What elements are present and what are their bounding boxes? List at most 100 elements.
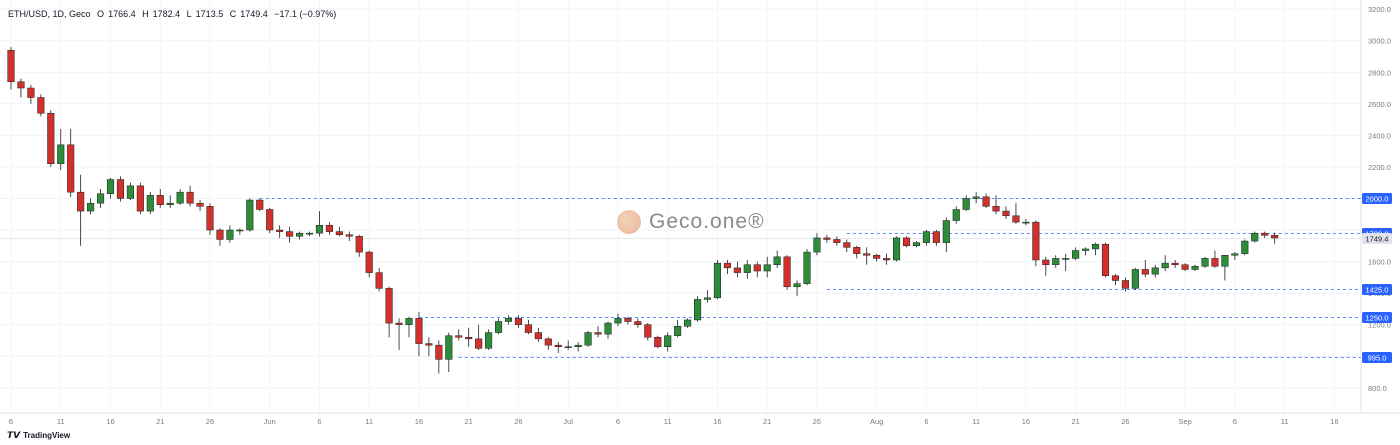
candle-body: [385, 288, 393, 324]
candle-body: [783, 256, 791, 288]
time-tick-label: 16: [1022, 417, 1030, 426]
candle-body: [97, 193, 105, 204]
candle-body: [972, 196, 980, 199]
time-tick-label: 26: [206, 417, 214, 426]
candle-body: [136, 185, 144, 212]
candle-body: [355, 236, 363, 253]
tradingview-brand[interactable]: 𝙏𝙑 TradingView: [7, 430, 70, 441]
candle-body: [1111, 275, 1120, 281]
time-tick-label: Sep: [1178, 417, 1191, 426]
symbol-label[interactable]: ETH/USD, 1D, Geco: [8, 9, 91, 19]
level-label-bg: [1362, 312, 1392, 323]
candle-body: [77, 191, 85, 212]
candle-body: [435, 344, 443, 360]
low-label: L: [186, 9, 192, 19]
candle-body: [345, 234, 353, 237]
tradingview-logo-icon: 𝙏𝙑: [7, 430, 21, 440]
candle-body: [1052, 258, 1060, 265]
time-tick-label: 26: [813, 417, 821, 426]
candle-body: [246, 199, 254, 231]
time-axis[interactable]: 6 11 16 21 26 Jun 6 11 16 21 26 Jul 6 11 16 21 26 Aug 6 11 1…: [9, 417, 1339, 426]
candle-body: [574, 344, 582, 347]
level-label: 995.0: [1368, 354, 1387, 363]
time-tick-label: 11: [972, 417, 980, 426]
candle-body: [1141, 269, 1149, 275]
candle-body: [335, 231, 343, 235]
time-tick-label: 6: [317, 417, 321, 426]
time-tick-label: Jul: [563, 417, 573, 426]
candle-body: [455, 335, 463, 338]
candle-body: [305, 232, 314, 235]
candle-body: [186, 191, 194, 204]
candle-body: [514, 318, 523, 325]
candle-body: [465, 337, 473, 340]
time-tick-label: 6: [9, 417, 13, 426]
candle-body: [475, 338, 483, 349]
level-label: 1250.0: [1366, 314, 1389, 323]
candle-body: [932, 231, 940, 243]
candle-body: [873, 254, 881, 259]
level-label: 1425.0: [1366, 286, 1389, 295]
price-tick-label: 2200.0: [1368, 163, 1391, 172]
candle-body: [1072, 250, 1080, 259]
candle-body: [614, 318, 622, 324]
change-value: −17.1 (−0.97%): [274, 9, 337, 19]
candle-body: [216, 229, 224, 240]
candle-body: [634, 321, 642, 325]
time-tick-label: 6: [616, 417, 620, 426]
candle-body: [365, 251, 373, 273]
candle-body: [106, 179, 115, 194]
candle-body: [206, 206, 214, 231]
candle-body: [176, 191, 184, 204]
geco-logo-icon: [617, 210, 641, 234]
candle-body: [664, 335, 672, 347]
candle-body: [644, 324, 652, 338]
candle-body: [594, 332, 602, 335]
candle-body: [57, 144, 65, 165]
time-tick-label: 16: [1330, 417, 1338, 426]
price-tick-label: 1200.0: [1368, 321, 1391, 330]
chart-grid: [0, 8, 1361, 389]
candle-body: [564, 346, 572, 348]
candle-body: [624, 318, 632, 322]
candle-body: [694, 299, 702, 321]
candle-body: [1231, 253, 1239, 256]
candles: [7, 47, 1279, 374]
candle-body: [405, 318, 413, 325]
candle-body: [554, 344, 562, 347]
candle-body: [803, 251, 811, 284]
candle-body: [116, 179, 125, 199]
candle-body: [654, 337, 662, 347]
candle-body: [684, 319, 692, 327]
candle-body: [17, 81, 25, 89]
candle-body: [534, 332, 542, 340]
candle-body: [504, 318, 513, 322]
candle-body: [962, 198, 970, 210]
low-value: 1713.5: [195, 9, 224, 19]
candle-body: [863, 253, 871, 256]
level-label-bg: [1362, 284, 1392, 295]
time-tick-label: 11: [1281, 417, 1289, 426]
candle-body: [1082, 248, 1090, 251]
candle-body: [743, 264, 751, 273]
close-label: C: [229, 9, 237, 19]
candle-body: [325, 225, 333, 232]
candle-body: [1201, 258, 1209, 267]
candle-body: [1121, 280, 1129, 289]
time-tick-label: 21: [465, 417, 473, 426]
time-tick-label: 6: [924, 417, 928, 426]
candle-body: [395, 322, 403, 325]
time-tick-label: 16: [106, 417, 114, 426]
candle-body: [823, 237, 831, 240]
candle-body: [315, 225, 323, 234]
open-label: O: [97, 9, 105, 19]
price-tick-label: 3000.0: [1368, 37, 1391, 46]
candle-body: [87, 202, 95, 212]
candle-body: [266, 209, 274, 231]
candle-body: [445, 335, 453, 360]
candle-body: [1251, 232, 1259, 242]
candle-body: [982, 196, 990, 207]
candle-body: [833, 239, 841, 243]
